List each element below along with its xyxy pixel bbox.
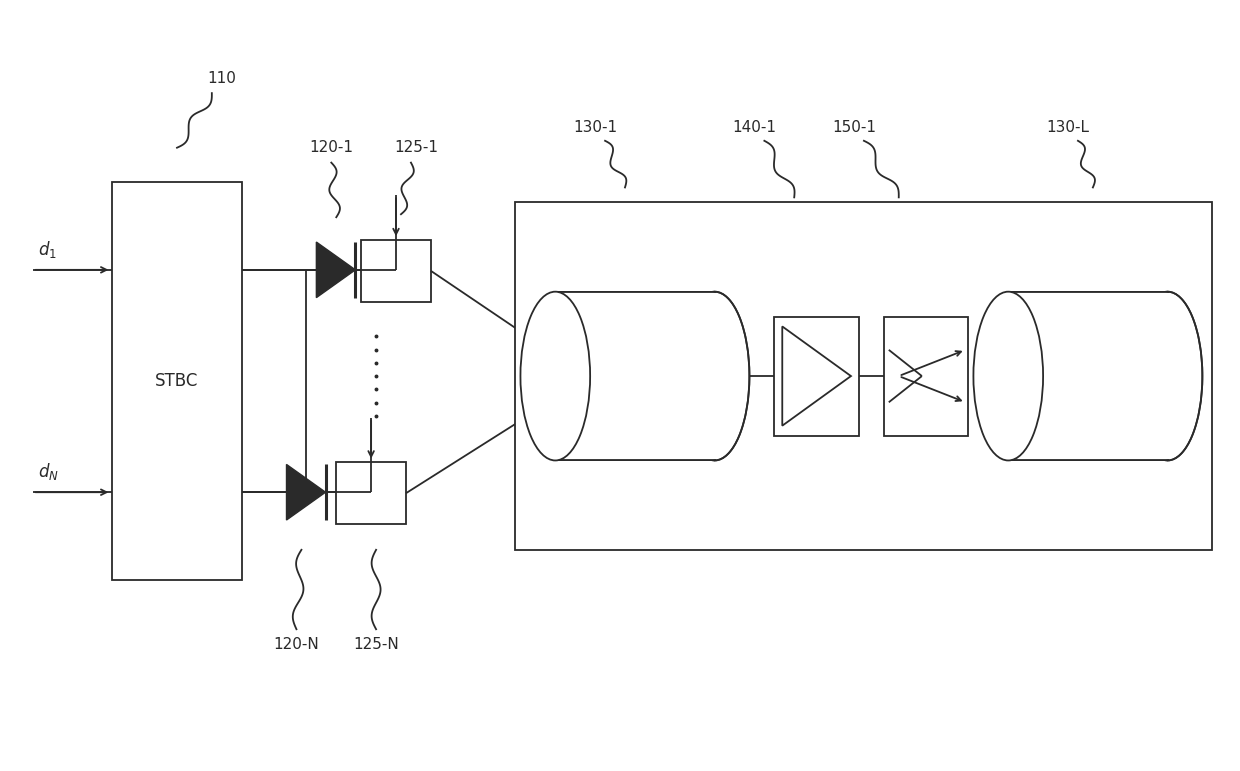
- Text: 120-N: 120-N: [274, 637, 320, 651]
- Bar: [556, 291, 714, 460]
- Bar: [1008, 291, 1168, 460]
- Polygon shape: [286, 464, 326, 520]
- Bar: [516, 202, 1213, 550]
- Ellipse shape: [680, 291, 749, 460]
- Polygon shape: [782, 326, 851, 426]
- Bar: [113, 183, 242, 580]
- Text: 140-1: 140-1: [733, 120, 776, 136]
- Text: 120-1: 120-1: [309, 140, 353, 155]
- Text: 125-N: 125-N: [353, 637, 399, 651]
- Bar: [884, 317, 968, 436]
- Ellipse shape: [973, 291, 1043, 460]
- Text: $d_N$: $d_N$: [37, 461, 58, 483]
- Text: 130-L: 130-L: [1047, 120, 1090, 136]
- Text: $d_1$: $d_1$: [37, 239, 57, 260]
- Text: 130-1: 130-1: [573, 120, 618, 136]
- Bar: [1008, 291, 1168, 460]
- Bar: [336, 463, 405, 524]
- Text: 125-1: 125-1: [394, 140, 438, 155]
- Bar: [361, 240, 430, 301]
- Text: STBC: STBC: [155, 372, 198, 390]
- Bar: [556, 291, 714, 460]
- Ellipse shape: [1132, 291, 1203, 460]
- Text: 150-1: 150-1: [832, 120, 875, 136]
- Ellipse shape: [521, 291, 590, 460]
- Text: 110: 110: [207, 71, 237, 86]
- Polygon shape: [316, 242, 356, 298]
- Bar: [774, 317, 859, 436]
